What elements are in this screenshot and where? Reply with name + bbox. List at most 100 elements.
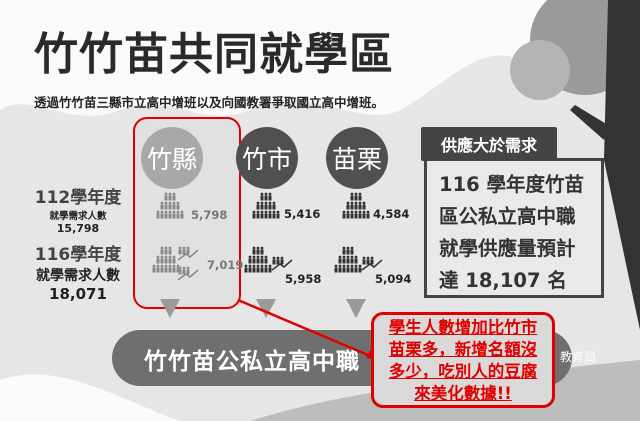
person-icon (260, 201, 264, 210)
tree-icon (510, 0, 640, 330)
person-icon (366, 256, 370, 265)
person-icon (186, 246, 190, 255)
person-icon (354, 192, 358, 201)
person-icon (248, 264, 252, 273)
supply-line: 區公私立高中職 (439, 205, 576, 228)
person-icon (346, 201, 350, 210)
person-icon (260, 192, 264, 201)
person-icon (346, 246, 350, 255)
person-icon (164, 255, 168, 264)
region-badge-miaoli: 苗栗 (326, 127, 388, 189)
person-icon (160, 264, 164, 273)
person-icon (350, 246, 354, 255)
person-icon (358, 210, 362, 219)
person-icon (256, 255, 260, 264)
person-icon (164, 201, 168, 210)
supply-box: 116 學年度竹苗 區公私立高中職 就學供應量預計 達 18,107 名 (424, 158, 604, 298)
person-icon (168, 201, 172, 210)
person-icon (350, 192, 354, 201)
person-icon (176, 264, 180, 273)
person-icon (172, 255, 176, 264)
person-icon (168, 246, 172, 255)
person-icon (176, 210, 180, 219)
year-label: 112學年度 (34, 188, 122, 208)
person-icon (168, 255, 172, 264)
person-icon (160, 210, 164, 219)
person-icon (354, 264, 358, 273)
value-112-miaoli: 4,584 (373, 207, 410, 221)
year-label: 116學年度 (34, 245, 122, 265)
person-icon (178, 246, 182, 255)
person-icon (260, 255, 264, 264)
person-icon (272, 210, 276, 219)
person-icon (160, 246, 164, 255)
person-icon (256, 201, 260, 210)
person-icon (342, 264, 346, 273)
person-icon (338, 255, 342, 264)
person-icon (164, 210, 168, 219)
person-icon (280, 256, 284, 265)
annotation-callout: 學生人數增加比竹市 苗栗多，新增名額沒 多少，吃別人的豆腐 來美化數據!! (371, 312, 555, 408)
down-triangle-icon (346, 299, 366, 318)
person-icon (180, 210, 184, 219)
person-icon (362, 256, 366, 265)
callout-line: 學生人數增加比竹市 (388, 318, 538, 337)
person-icon (260, 210, 264, 219)
callout-line: 多少，吃別人的豆腐 (388, 362, 538, 381)
row-label-116: 116學年度 就學需求人數 18,071 (28, 240, 128, 303)
person-icon (264, 201, 268, 210)
demand-total: 18,071 (49, 285, 107, 303)
person-icon (272, 201, 276, 210)
value-116-hsinchu-city: 5,958 (285, 272, 322, 286)
growth-arrow-icon (361, 259, 383, 271)
value-112-hsinchu-county: 5,798 (191, 208, 228, 222)
supply-line: 就學供應量預計 (439, 237, 576, 260)
person-icon (168, 264, 172, 273)
growth-arrow-icon (271, 259, 293, 271)
person-icon (152, 264, 156, 273)
person-icon (168, 210, 172, 219)
person-icon (248, 255, 252, 264)
supply-line: 達 18,107 名 (439, 269, 567, 292)
person-icon (354, 201, 358, 210)
person-icon (172, 192, 176, 201)
person-icon (252, 264, 256, 273)
page-title: 竹竹苗共同就學區 (34, 29, 394, 80)
person-icon (346, 255, 350, 264)
person-icon (264, 210, 268, 219)
person-icon (160, 201, 164, 210)
person-icon (264, 192, 268, 201)
person-icon (164, 264, 168, 273)
row-label-112: 112學年度 就學需求人數 15,798 (28, 183, 128, 235)
person-icon (176, 201, 180, 210)
person-icon (346, 264, 350, 273)
person-icon (276, 210, 280, 219)
person-icon (342, 255, 346, 264)
supply-line: 116 學年度竹苗 (439, 173, 584, 196)
growth-arrow-icon (177, 249, 199, 261)
person-icon (168, 192, 172, 201)
person-icon (156, 255, 160, 264)
region-badge-hsinchu-city: 竹市 (236, 127, 298, 189)
callout-line: 來美化數據!! (414, 384, 512, 403)
value-116-miaoli: 5,094 (375, 272, 412, 286)
supply-tag: 供應大於需求 (421, 127, 557, 161)
person-icon (354, 210, 358, 219)
person-icon (172, 201, 176, 210)
person-icon (358, 201, 362, 210)
demand-label: 就學需求人數 (49, 211, 107, 222)
person-icon (350, 264, 354, 273)
person-icon (366, 210, 370, 219)
person-icon (370, 256, 374, 265)
person-icon (276, 256, 280, 265)
person-icon (350, 210, 354, 219)
growth-arrow-icon (177, 269, 199, 281)
person-icon (172, 210, 176, 219)
person-icon (350, 201, 354, 210)
person-icon (186, 266, 190, 275)
person-icon (350, 255, 354, 264)
person-icon (362, 201, 366, 210)
person-icon (342, 210, 346, 219)
value-112-hsinchu-city: 5,416 (284, 207, 321, 221)
person-icon (252, 246, 256, 255)
